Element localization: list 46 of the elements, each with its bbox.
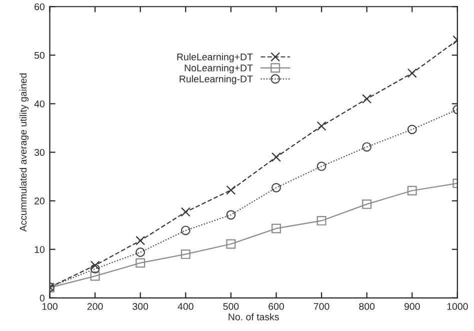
point xyxy=(226,185,236,195)
point xyxy=(226,210,236,220)
point xyxy=(180,207,190,217)
y-tick-label: 50 xyxy=(34,52,45,59)
x-tick-label: 700 xyxy=(314,303,330,310)
point xyxy=(316,162,326,172)
x-axis-title: No. of tasks xyxy=(228,313,279,320)
y-tick-label: 30 xyxy=(34,148,45,156)
x-tick-label: 1000 xyxy=(447,303,468,310)
legend-label: RuleLearning-DT xyxy=(180,75,253,84)
point xyxy=(362,142,372,152)
point xyxy=(407,124,417,134)
point xyxy=(136,258,146,268)
y-tick-label: 20 xyxy=(34,198,45,204)
point xyxy=(90,271,100,281)
point xyxy=(316,121,326,131)
point xyxy=(136,236,146,246)
point xyxy=(272,182,281,192)
x-tick-label: 800 xyxy=(359,303,375,310)
point xyxy=(272,152,281,162)
point xyxy=(180,226,190,236)
point xyxy=(226,239,236,249)
y-tick-label: 0 xyxy=(40,294,45,302)
y-tick-label: 60 xyxy=(34,3,45,10)
point xyxy=(136,248,146,257)
x-tick-label: 100 xyxy=(42,303,58,310)
point xyxy=(407,186,417,196)
legend-label: NoLearning+DT xyxy=(184,64,253,74)
legend-label: RuleLearning+DT xyxy=(177,53,253,62)
point xyxy=(316,216,326,226)
point xyxy=(90,264,100,274)
x-tick-label: 600 xyxy=(268,303,284,310)
x-tick-label: 300 xyxy=(132,303,148,310)
x-tick-label: 400 xyxy=(178,303,194,310)
y-tick-label: 10 xyxy=(34,246,45,253)
point xyxy=(180,249,190,259)
point xyxy=(272,224,281,234)
x-tick-label: 200 xyxy=(87,303,103,310)
point xyxy=(90,260,100,270)
point xyxy=(362,199,372,209)
point xyxy=(362,94,372,104)
y-axis-title: Accummulated average utility gained xyxy=(19,73,29,232)
y-tick-label: 40 xyxy=(34,100,45,108)
point xyxy=(407,68,417,78)
x-tick-label: 500 xyxy=(223,303,239,310)
x-tick-label: 900 xyxy=(404,303,420,310)
